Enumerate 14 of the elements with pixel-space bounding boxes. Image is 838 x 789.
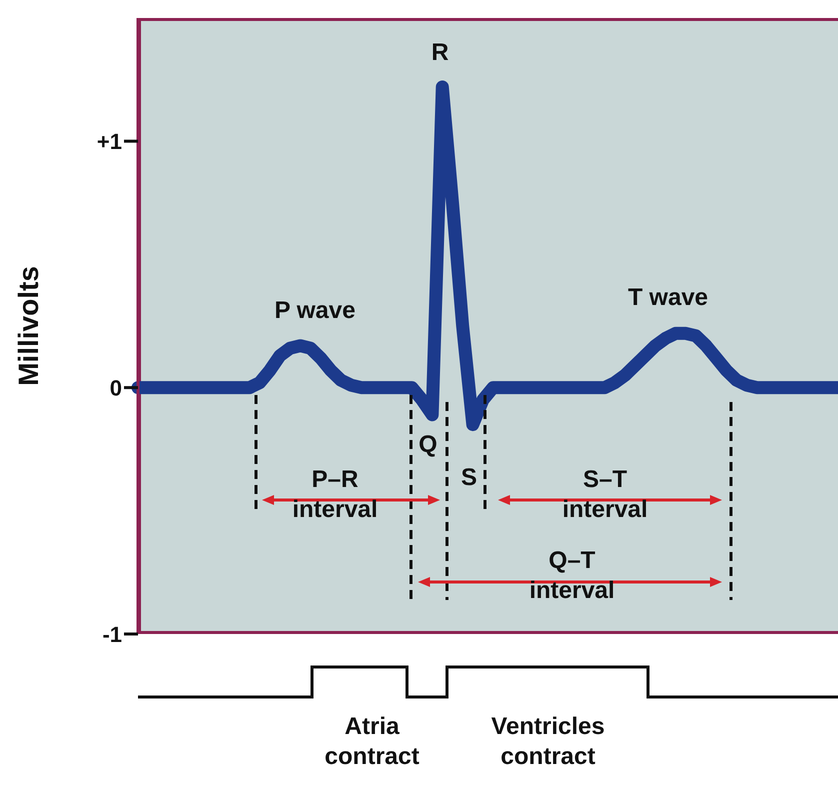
annotation: P–R interval — [291, 465, 379, 525]
annotation: T wave — [626, 283, 710, 313]
y-tick-label: 0 — [110, 375, 122, 400]
text: Atria contract — [324, 712, 420, 772]
annotation: Q — [418, 430, 438, 460]
annotation: R — [430, 38, 450, 68]
y-tick-label: +1 — [96, 129, 122, 154]
annotation: Q–T interval — [528, 546, 616, 606]
annotation: S — [460, 463, 478, 493]
text: Ventricles contract — [490, 712, 606, 772]
y-tick-label: -1 — [102, 622, 122, 647]
annotation: S–T interval — [561, 465, 649, 525]
y-axis-title: Millivolts — [12, 266, 44, 386]
annotation: P wave — [274, 296, 356, 326]
